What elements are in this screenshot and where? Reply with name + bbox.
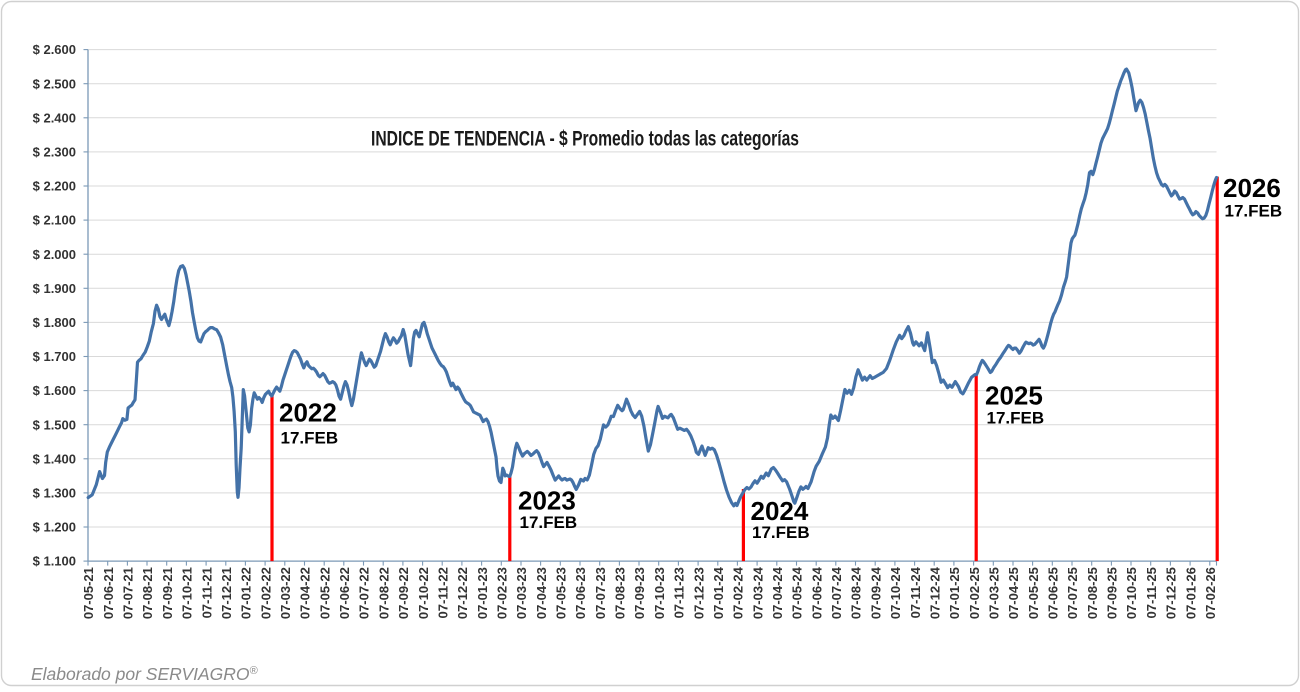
svg-text:07-08-24: 07-08-24 bbox=[849, 566, 864, 619]
svg-text:17.FEB: 17.FEB bbox=[281, 429, 339, 448]
svg-text:07-07-22: 07-07-22 bbox=[357, 567, 372, 619]
svg-text:07-07-25: 07-07-25 bbox=[1065, 567, 1080, 619]
svg-text:07-09-22: 07-09-22 bbox=[396, 567, 411, 619]
svg-text:07-07-21: 07-07-21 bbox=[121, 567, 136, 619]
svg-text:07-06-21: 07-06-21 bbox=[101, 567, 116, 619]
svg-text:07-04-25: 07-04-25 bbox=[1006, 567, 1021, 619]
svg-text:07-12-22: 07-12-22 bbox=[455, 567, 470, 619]
svg-text:07-01-26: 07-01-26 bbox=[1183, 567, 1198, 619]
svg-text:07-05-24: 07-05-24 bbox=[790, 566, 805, 619]
svg-text:07-05-25: 07-05-25 bbox=[1026, 567, 1041, 619]
svg-text:07-08-22: 07-08-22 bbox=[376, 567, 391, 619]
svg-text:07-12-21: 07-12-21 bbox=[219, 567, 234, 619]
svg-text:07-04-23: 07-04-23 bbox=[534, 567, 549, 619]
svg-text:07-09-21: 07-09-21 bbox=[160, 567, 175, 619]
svg-text:07-05-21: 07-05-21 bbox=[81, 567, 96, 619]
svg-text:$ 2.400: $ 2.400 bbox=[33, 110, 76, 125]
svg-text:07-03-22: 07-03-22 bbox=[278, 567, 293, 619]
svg-text:$ 2.200: $ 2.200 bbox=[33, 179, 76, 194]
svg-text:$ 1.300: $ 1.300 bbox=[33, 486, 76, 501]
svg-text:07-11-22: 07-11-22 bbox=[435, 567, 450, 618]
svg-text:$ 1.900: $ 1.900 bbox=[33, 281, 76, 296]
svg-text:17.FEB: 17.FEB bbox=[987, 409, 1045, 428]
svg-text:17.FEB: 17.FEB bbox=[752, 523, 810, 542]
svg-text:07-03-25: 07-03-25 bbox=[987, 567, 1002, 619]
svg-text:07-10-22: 07-10-22 bbox=[416, 567, 431, 619]
svg-text:07-08-21: 07-08-21 bbox=[140, 567, 155, 619]
svg-text:07-02-24: 07-02-24 bbox=[731, 566, 746, 619]
svg-text:07-08-25: 07-08-25 bbox=[1085, 567, 1100, 619]
svg-text:$ 2.300: $ 2.300 bbox=[33, 145, 76, 160]
svg-text:07-01-24: 07-01-24 bbox=[711, 566, 726, 619]
svg-text:07-09-23: 07-09-23 bbox=[632, 567, 647, 619]
svg-text:$ 2.600: $ 2.600 bbox=[33, 42, 76, 57]
svg-text:07-01-23: 07-01-23 bbox=[475, 567, 490, 619]
svg-text:$ 1.800: $ 1.800 bbox=[33, 315, 76, 330]
svg-text:07-05-23: 07-05-23 bbox=[554, 567, 569, 619]
svg-text:07-01-25: 07-01-25 bbox=[947, 567, 962, 619]
svg-text:INDICE DE TENDENCIA - $ Promed: INDICE DE TENDENCIA - $ Promedio todas l… bbox=[371, 128, 799, 151]
svg-text:07-06-25: 07-06-25 bbox=[1046, 567, 1061, 619]
svg-text:07-03-23: 07-03-23 bbox=[514, 567, 529, 619]
svg-text:$ 1.100: $ 1.100 bbox=[33, 554, 76, 569]
svg-text:2025: 2025 bbox=[985, 381, 1043, 411]
svg-text:07-02-25: 07-02-25 bbox=[967, 567, 982, 619]
svg-text:$ 1.600: $ 1.600 bbox=[33, 383, 76, 398]
svg-text:07-12-25: 07-12-25 bbox=[1164, 567, 1179, 619]
svg-text:07-12-23: 07-12-23 bbox=[691, 567, 706, 619]
svg-text:07-08-23: 07-08-23 bbox=[613, 567, 628, 619]
svg-text:$ 2.100: $ 2.100 bbox=[33, 213, 76, 228]
svg-text:$ 1.200: $ 1.200 bbox=[33, 520, 76, 535]
svg-text:07-10-24: 07-10-24 bbox=[888, 566, 903, 619]
svg-text:07-11-23: 07-11-23 bbox=[672, 567, 687, 618]
svg-text:07-11-24: 07-11-24 bbox=[908, 566, 923, 618]
svg-text:07-02-26: 07-02-26 bbox=[1203, 567, 1218, 619]
svg-text:07-02-23: 07-02-23 bbox=[495, 567, 510, 619]
svg-text:07-07-23: 07-07-23 bbox=[593, 567, 608, 619]
svg-text:Elaborado por SERVIAGRO®: Elaborado por SERVIAGRO® bbox=[31, 664, 259, 684]
svg-text:07-12-24: 07-12-24 bbox=[927, 566, 942, 619]
svg-text:$ 1.400: $ 1.400 bbox=[33, 451, 76, 466]
svg-text:07-02-22: 07-02-22 bbox=[258, 567, 273, 619]
svg-text:07-10-23: 07-10-23 bbox=[652, 567, 667, 619]
svg-text:$ 2.000: $ 2.000 bbox=[33, 247, 76, 262]
svg-text:2024: 2024 bbox=[751, 496, 809, 526]
svg-text:07-10-25: 07-10-25 bbox=[1124, 567, 1139, 619]
svg-text:07-06-23: 07-06-23 bbox=[573, 567, 588, 619]
svg-text:$ 2.500: $ 2.500 bbox=[33, 76, 76, 91]
svg-text:07-11-25: 07-11-25 bbox=[1144, 567, 1159, 618]
svg-text:07-09-25: 07-09-25 bbox=[1105, 567, 1120, 619]
svg-text:$ 1.500: $ 1.500 bbox=[33, 417, 76, 432]
svg-text:17.FEB: 17.FEB bbox=[520, 513, 578, 532]
svg-text:07-04-22: 07-04-22 bbox=[298, 567, 313, 619]
svg-text:07-05-22: 07-05-22 bbox=[317, 567, 332, 619]
svg-text:07-04-24: 07-04-24 bbox=[770, 566, 785, 619]
svg-text:2023: 2023 bbox=[518, 486, 576, 516]
svg-text:07-09-24: 07-09-24 bbox=[868, 566, 883, 619]
svg-text:07-01-22: 07-01-22 bbox=[239, 567, 254, 619]
svg-text:2026: 2026 bbox=[1223, 173, 1281, 203]
svg-text:07-06-22: 07-06-22 bbox=[337, 567, 352, 619]
svg-text:2022: 2022 bbox=[279, 398, 337, 428]
svg-text:17.FEB: 17.FEB bbox=[1225, 202, 1283, 221]
svg-text:07-07-24: 07-07-24 bbox=[829, 566, 844, 619]
svg-text:07-11-21: 07-11-21 bbox=[199, 567, 214, 618]
svg-text:07-03-24: 07-03-24 bbox=[750, 566, 765, 619]
svg-text:$ 1.700: $ 1.700 bbox=[33, 349, 76, 364]
svg-text:07-06-24: 07-06-24 bbox=[809, 566, 824, 619]
svg-text:07-10-21: 07-10-21 bbox=[180, 567, 195, 619]
